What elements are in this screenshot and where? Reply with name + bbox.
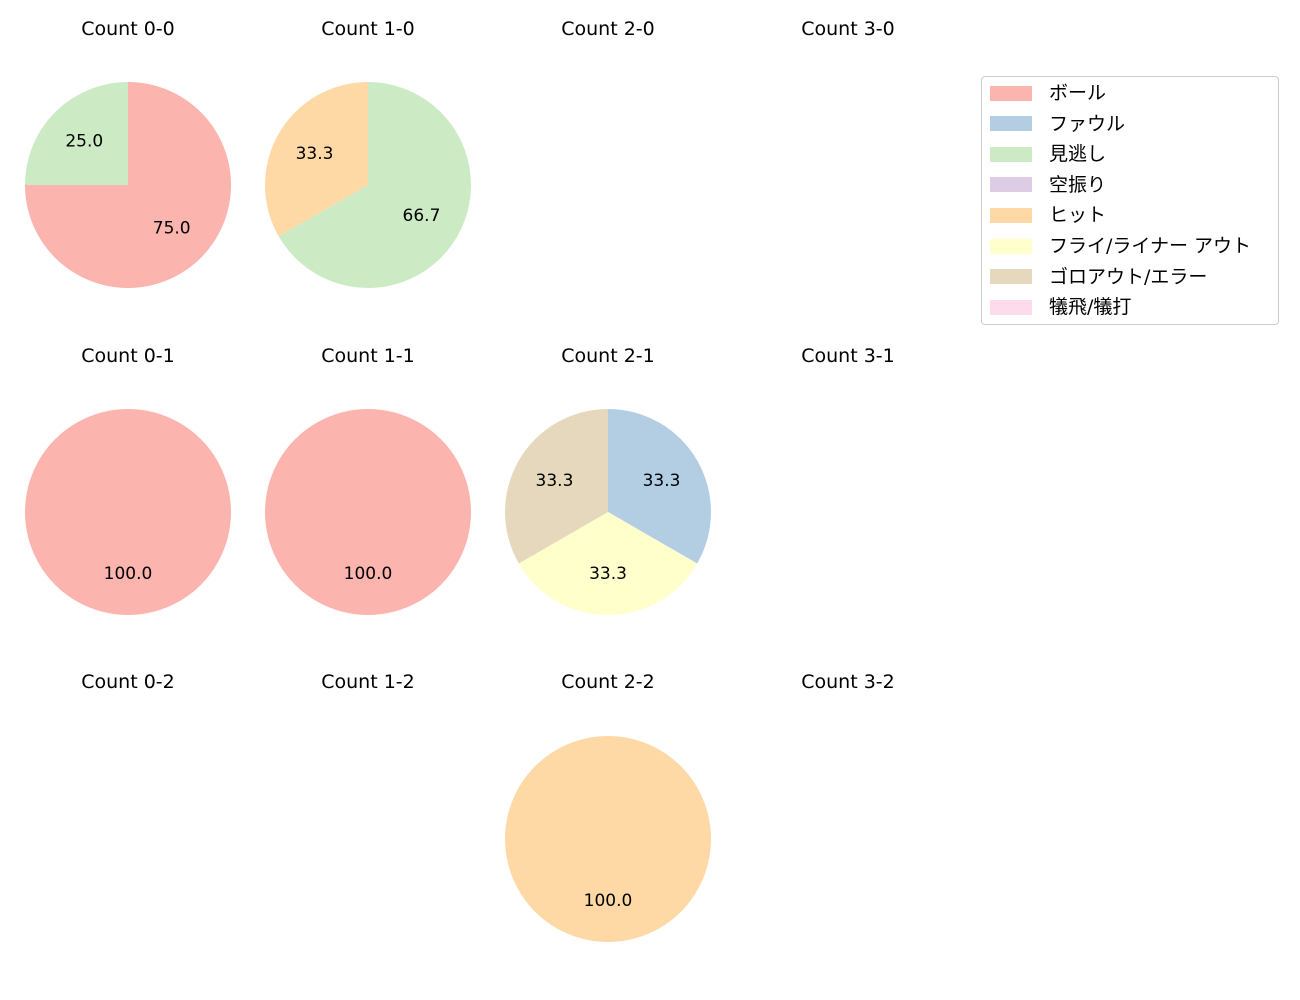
legend-swatch	[990, 116, 1032, 132]
pie-slice	[265, 82, 368, 237]
subplot-title: Count 3-1	[801, 345, 895, 367]
subplot-count-3-1: Count 3-1	[801, 345, 895, 367]
subplot-title: Count 2-1	[561, 345, 655, 367]
pie-slice	[278, 82, 471, 289]
slice-percentage-label: 33.3	[589, 564, 627, 584]
slice-percentage-label: 100.0	[344, 564, 393, 584]
pie-slice	[25, 409, 231, 615]
legend-swatch	[990, 269, 1032, 285]
subplot-count-1-2: Count 1-2	[321, 671, 415, 693]
subplot-count-3-0: Count 3-0	[801, 18, 895, 40]
subplot-title: Count 0-0	[81, 18, 175, 40]
subplot-count-1-1: Count 1-1 100.0	[265, 345, 471, 615]
pie-slice	[25, 82, 128, 185]
pie-slice	[505, 736, 711, 942]
subplot-title: Count 0-1	[81, 345, 175, 367]
slice-percentage-label: 66.7	[403, 206, 441, 226]
subplot-count-2-0: Count 2-0	[561, 18, 655, 40]
pie-slice	[265, 409, 471, 615]
slice-percentage-label: 75.0	[153, 219, 191, 239]
subplot-title: Count 3-2	[801, 671, 895, 693]
slice-percentage-label: 100.0	[584, 891, 633, 911]
subplot-count-2-2: Count 2-2 100.0	[505, 671, 711, 942]
subplot-count-1-0: Count 1-0 66.7 33.3	[265, 18, 471, 289]
slice-percentage-label: 33.3	[643, 471, 681, 491]
legend-swatch	[990, 146, 1032, 162]
slice-percentage-label: 25.0	[65, 131, 103, 151]
legend-swatch	[990, 85, 1032, 101]
legend-swatch	[990, 238, 1032, 254]
legend-label: 空振り	[1049, 173, 1107, 196]
subplot-title: Count 0-2	[81, 671, 175, 693]
legend-swatch	[990, 299, 1032, 315]
subplot-count-0-2: Count 0-2	[81, 671, 175, 693]
legend-swatch	[990, 177, 1032, 193]
slice-percentage-label: 33.3	[296, 144, 334, 164]
subplot-count-0-0: Count 0-0 75.0 25.0	[25, 18, 231, 288]
subplot-title: Count 1-0	[321, 18, 415, 40]
pie-slice	[608, 409, 712, 564]
subplot-count-2-1: Count 2-1 33.3 33.3 33.3	[505, 345, 712, 615]
pie-slice	[505, 409, 608, 564]
legend-label: フライ/ライナー アウト	[1049, 235, 1252, 257]
legend-label: ボール	[1049, 82, 1107, 104]
pie-slice	[518, 512, 698, 615]
legend-label: ファウル	[1049, 112, 1126, 135]
subplot-title: Count 2-0	[561, 18, 655, 40]
slice-percentage-label: 33.3	[536, 471, 574, 491]
slice-percentage-label: 100.0	[104, 564, 153, 584]
legend-label: 見逃し	[1049, 143, 1107, 166]
legend-swatch	[990, 207, 1032, 223]
subplot-title: Count 1-1	[321, 345, 415, 367]
legend: ボールファウル見逃し空振りヒットフライ/ライナー アウト ゴロアウト/エラー 犠飛/…	[981, 76, 1279, 325]
subplot-count-3-2: Count 3-2	[801, 671, 895, 693]
subplot-title: Count 1-2	[321, 671, 415, 693]
legend-label: ゴロアウト/エラー	[1049, 265, 1208, 288]
legend-label: ヒット	[1049, 204, 1107, 227]
subplot-title: Count 2-2	[561, 671, 655, 693]
subplot-title: Count 3-0	[801, 18, 895, 40]
subplot-count-0-1: Count 0-1 100.0	[25, 345, 231, 615]
legend-label: 犠飛/犠打	[1049, 296, 1132, 319]
